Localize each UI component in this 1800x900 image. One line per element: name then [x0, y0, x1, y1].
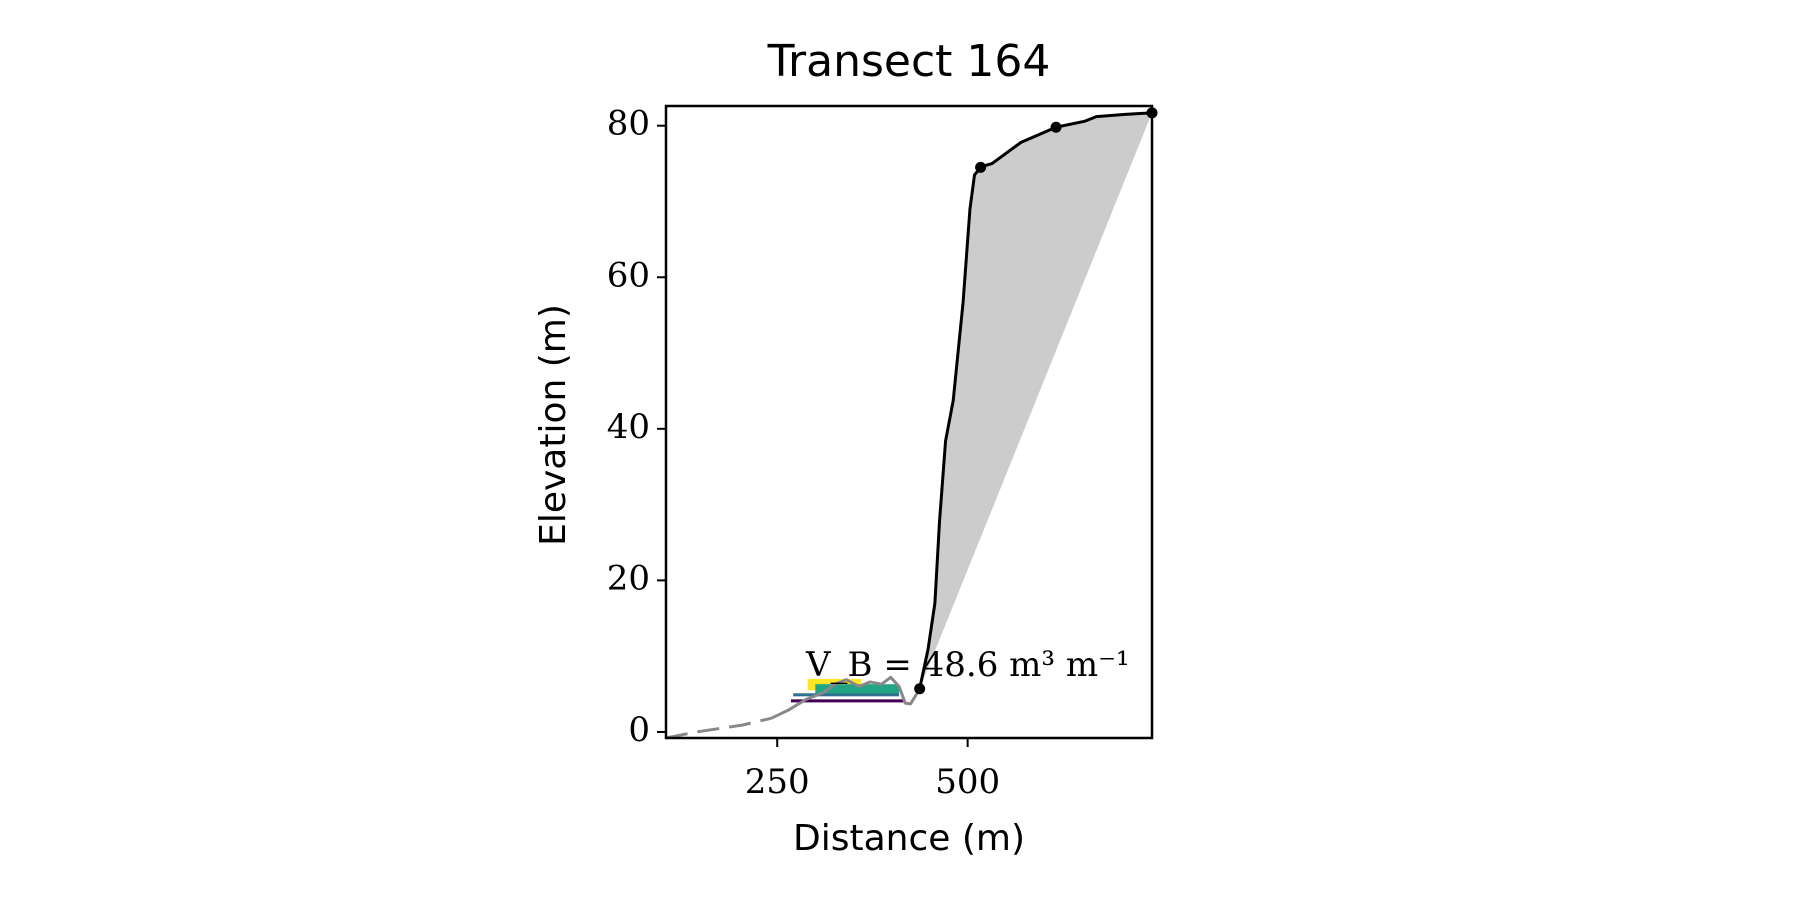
- x-axis-label: Distance (m): [793, 818, 1025, 859]
- point: [914, 683, 926, 695]
- x-tick-label: 500: [935, 762, 1000, 802]
- y-tick-label: 40: [607, 407, 650, 447]
- level-band: [793, 693, 900, 697]
- plot-frame: [664, 104, 1154, 740]
- level-band: [815, 684, 900, 695]
- annotation: V_B = 48.6 m³ m⁻¹: [805, 645, 1130, 685]
- volume-area: [919, 112, 1152, 689]
- y-tick-label: 80: [607, 104, 650, 144]
- y-tick-label: 60: [607, 255, 650, 295]
- level-band: [790, 699, 906, 703]
- y-tick-label: 0: [628, 710, 650, 750]
- x-tick-label: 250: [745, 762, 810, 802]
- point: [1050, 121, 1062, 133]
- y-tick-label: 20: [607, 558, 650, 598]
- chart-title: Transect 164: [767, 36, 1051, 87]
- profile-line: [770, 675, 921, 720]
- y-axis-label: Elevation (m): [533, 304, 574, 546]
- point: [975, 161, 987, 173]
- profile-line: [665, 716, 772, 740]
- profile-line: [918, 111, 1153, 690]
